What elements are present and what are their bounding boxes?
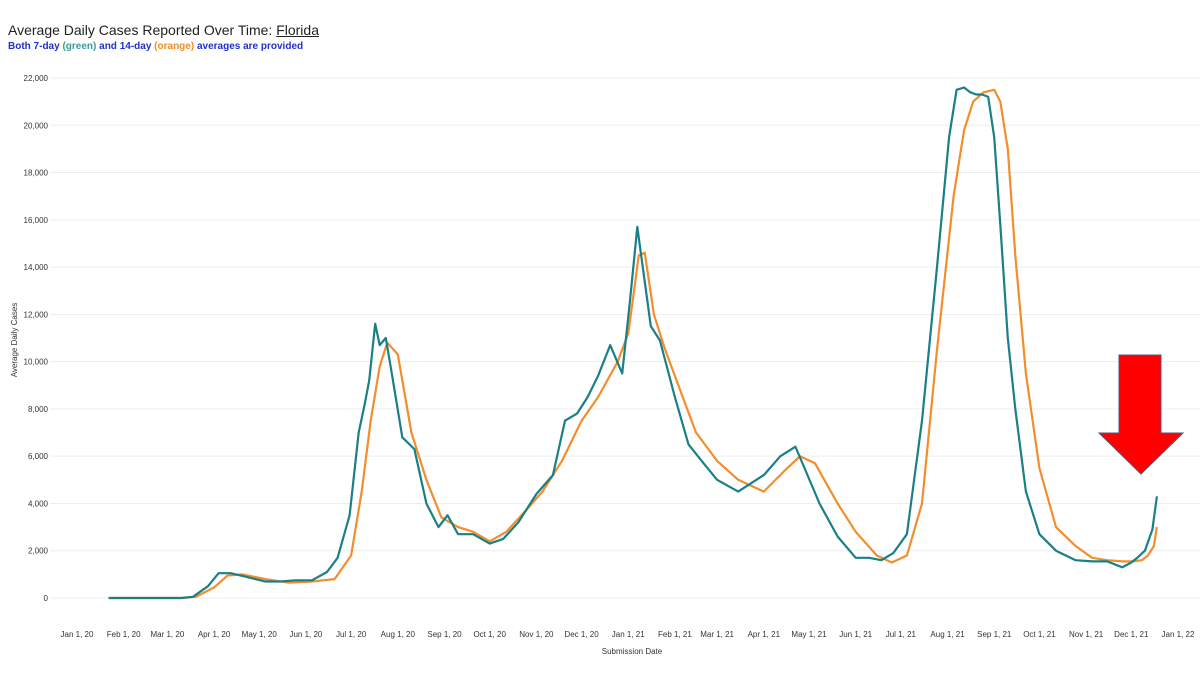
- x-tick-label: Dec 1, 21: [1114, 630, 1149, 639]
- x-tick-label: Jul 1, 20: [336, 630, 367, 639]
- x-tick-label: Nov 1, 20: [519, 630, 554, 639]
- y-tick-label: 2,000: [28, 547, 49, 556]
- seven-day-average-line: [108, 86, 1158, 600]
- x-tick-label: Sep 1, 20: [427, 630, 462, 639]
- y-tick-label: 16,000: [24, 216, 49, 225]
- x-tick-label: Mar 1, 20: [150, 630, 184, 639]
- x-tick-label: Oct 1, 20: [473, 630, 506, 639]
- x-tick-label: Sep 1, 21: [977, 630, 1012, 639]
- x-axis-ticks: Jan 1, 20 Feb 1, 20 Mar 1, 20 Apr 1, 20 May …: [61, 630, 1195, 639]
- y-tick-label: 10,000: [24, 358, 49, 367]
- gridlines: [50, 77, 1200, 599]
- y-tick-label: 14,000: [24, 263, 49, 272]
- subtitle-part-c: averages are provided: [194, 41, 304, 52]
- y-tick-label: 8,000: [28, 405, 49, 414]
- x-tick-label: Mar 1, 21: [700, 630, 734, 639]
- x-tick-label: May 1, 21: [791, 630, 827, 639]
- y-tick-label: 12,000: [24, 310, 49, 319]
- x-tick-label: Feb 1, 20: [107, 630, 141, 639]
- subtitle-orange: (orange): [154, 41, 195, 52]
- y-tick-label: 0: [44, 594, 49, 603]
- x-tick-label: Jan 1, 20: [61, 630, 94, 639]
- subtitle-part-b: and 14-day: [96, 41, 155, 52]
- chart-subtitle: Both 7-day (green) and 14-day (orange) a…: [8, 41, 303, 52]
- x-tick-label: Jun 1, 21: [839, 630, 872, 639]
- series-lines: [108, 86, 1158, 600]
- x-tick-label: Feb 1, 21: [658, 630, 692, 639]
- chart-title: Average Daily Cases Reported Over Time: …: [8, 22, 319, 38]
- x-tick-label: Oct 1, 21: [1023, 630, 1056, 639]
- x-tick-label: Nov 1, 21: [1069, 630, 1104, 639]
- y-tick-label: 22,000: [24, 74, 49, 83]
- x-tick-label: Jun 1, 20: [289, 630, 322, 639]
- x-tick-label: Dec 1, 20: [564, 630, 599, 639]
- x-tick-label: Apr 1, 21: [748, 630, 781, 639]
- down-arrow-icon: [1097, 354, 1185, 475]
- x-tick-label: Jul 1, 21: [886, 630, 917, 639]
- x-tick-label: Apr 1, 20: [198, 630, 231, 639]
- y-tick-label: 6,000: [28, 452, 49, 461]
- x-tick-label: Aug 1, 20: [381, 630, 416, 639]
- x-axis-label: Submission Date: [602, 647, 663, 656]
- subtitle-green: (green): [62, 41, 97, 52]
- chart-title-state: Florida: [276, 22, 319, 38]
- x-tick-label: Aug 1, 21: [930, 630, 965, 639]
- y-tick-label: 20,000: [24, 121, 49, 130]
- y-tick-label: 4,000: [28, 499, 49, 508]
- fourteen-day-average-line: [108, 88, 1158, 600]
- y-axis-ticks: 0 2,000 4,000 6,000 8,000 10,000 12,000 14,000 1…: [24, 74, 49, 603]
- y-tick-label: 18,000: [24, 169, 49, 178]
- x-tick-label: Jan 1, 21: [612, 630, 645, 639]
- subtitle-part-a: Both 7-day: [8, 41, 63, 52]
- x-tick-label: Jan 1, 22: [1162, 630, 1195, 639]
- chart-title-prefix: Average Daily Cases Reported Over Time:: [8, 22, 277, 38]
- x-tick-label: May 1, 20: [242, 630, 278, 639]
- y-axis-label: Average Daily Cases: [10, 303, 19, 378]
